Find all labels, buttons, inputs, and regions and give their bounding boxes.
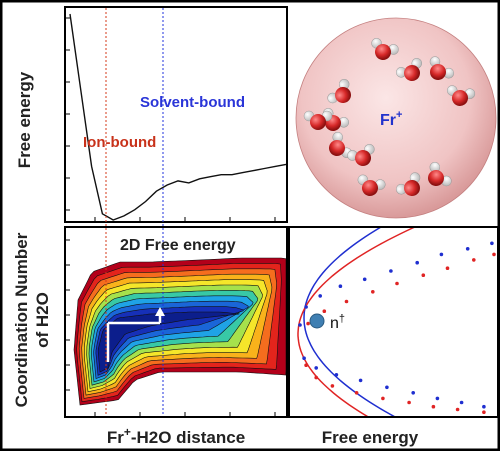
water-molecule [428,161,452,187]
oxygen-atom [452,90,468,106]
blue-point [459,400,464,405]
water-molecule [395,172,421,196]
oxygen-atom [362,180,378,196]
distance-axis-label: Fr+-H2O distance [107,425,245,447]
blue-point [318,294,323,298]
oxygen-atom [404,65,420,81]
red-point [354,391,359,395]
red-point [472,258,476,262]
red-point [371,290,375,294]
red-point [304,363,308,368]
water-molecule [446,85,476,106]
blue-point [411,391,416,395]
blue-point [389,269,393,273]
oxygen-atom [335,87,351,103]
blue-point [334,373,339,377]
red-point [381,396,385,401]
blue-point [465,247,470,251]
red-point [322,309,327,314]
oxygen-atom [355,150,371,166]
water-molecule [347,144,375,166]
water-molecule [429,56,455,80]
2d-free-energy-map [73,257,286,406]
coordination-axis-label-line1: Coordination Number [12,232,31,407]
contour-level [97,311,241,373]
red-point [455,407,460,412]
free-energy-axis-label: Free energy [15,71,34,168]
oxygen-atom [428,170,444,186]
oxygen-atom [430,64,446,80]
oxygen-atom [310,114,326,130]
n-dagger-marker [309,313,325,329]
water-molecule [327,78,351,104]
2d-free-energy-title: 2D Free energy [120,237,236,254]
oxygen-atom [375,44,391,60]
red-point [482,410,486,415]
blue-point [362,277,367,282]
ion-label: Fr+ [380,109,402,129]
water-molecule [395,58,423,81]
red-point [431,404,436,409]
oxygen-atom [329,140,345,156]
free-energy-profile-panel [64,6,288,223]
red-point [445,266,450,271]
red-point [395,281,399,286]
water-molecule [303,110,333,130]
red-point [314,375,319,380]
free-energy-x-axis-label: Free energy [322,428,419,447]
free-energy-scatter [297,228,496,416]
reaction-path-arrow [106,307,165,362]
blue-point [490,241,494,246]
blue-fit-curve [303,228,395,416]
water-molecule [371,38,399,60]
blue-point [385,385,389,390]
blue-point [298,323,302,327]
blue-point [482,404,486,409]
ion-bound-label: Ion-bound [83,134,156,151]
red-point [421,273,426,278]
red-point [306,321,310,326]
blue-point [415,260,420,265]
n-dagger-label: n† [330,313,345,332]
solvation-sphere [295,17,497,219]
red-point [330,384,335,388]
blue-point [304,305,308,309]
water-molecule [357,174,386,196]
coordination-axis-label-line2: of H2O [33,292,52,348]
blue-point [435,396,440,401]
red-point [407,400,411,405]
blue-point [439,252,444,257]
solvent-bound-label: Solvent-bound [140,94,245,111]
free-energy-profile-line [69,13,287,221]
water-molecule [329,131,352,159]
blue-point [338,284,343,289]
ion-solvation-illustration: Fr+ [295,17,497,219]
water-molecules [303,38,476,196]
axis-ticks [65,17,276,417]
blue-point [302,356,306,361]
red-point [492,252,496,257]
oxygen-atom [404,180,420,196]
red-point [344,299,349,304]
blue-point [358,378,363,383]
blue-point [314,366,319,370]
